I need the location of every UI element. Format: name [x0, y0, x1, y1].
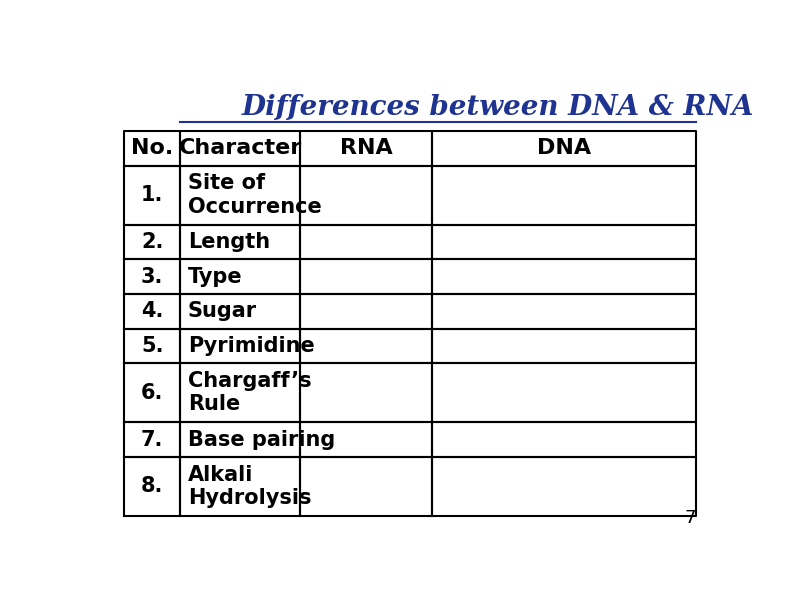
Text: Site of
Occurrence: Site of Occurrence: [188, 174, 322, 217]
Text: 8.: 8.: [141, 477, 164, 496]
Text: 3.: 3.: [141, 267, 164, 287]
Text: 7.: 7.: [141, 430, 164, 449]
Text: RNA: RNA: [340, 138, 392, 158]
Text: Chargaff’s
Rule: Chargaff’s Rule: [188, 371, 311, 414]
Text: Base pairing: Base pairing: [188, 430, 335, 449]
Text: 7: 7: [684, 509, 696, 527]
Text: Type: Type: [188, 267, 242, 287]
Text: Differences between DNA & RNA: Differences between DNA & RNA: [242, 94, 754, 121]
Text: Alkali
Hydrolysis: Alkali Hydrolysis: [188, 465, 311, 508]
Text: 4.: 4.: [141, 301, 164, 321]
Text: 6.: 6.: [141, 383, 164, 403]
Text: Length: Length: [188, 232, 270, 252]
Text: 5.: 5.: [141, 336, 164, 356]
Text: 1.: 1.: [141, 185, 164, 205]
Text: Sugar: Sugar: [188, 301, 257, 321]
Text: Pyrimidine: Pyrimidine: [188, 336, 314, 356]
Text: DNA: DNA: [537, 138, 592, 158]
Text: Character: Character: [179, 138, 302, 158]
Text: No.: No.: [131, 138, 173, 158]
Text: 2.: 2.: [141, 232, 164, 252]
